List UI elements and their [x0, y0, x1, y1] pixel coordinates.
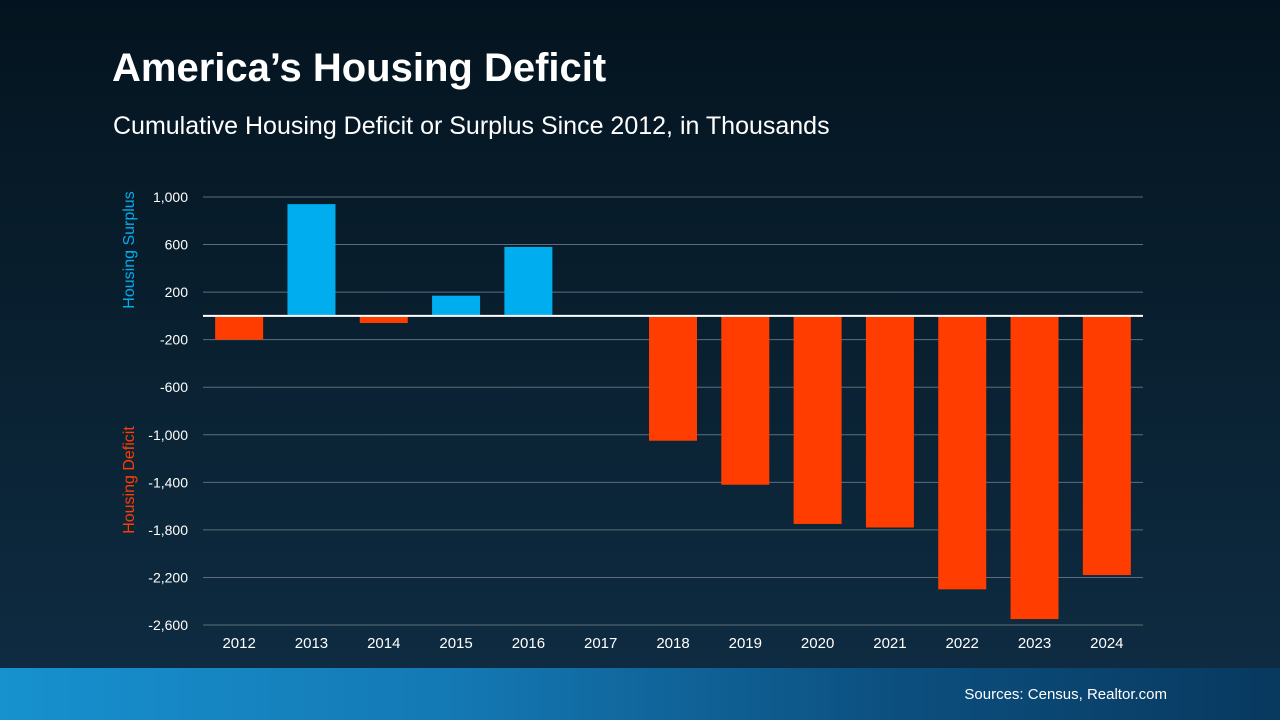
x-tick-label: 2019	[729, 635, 762, 652]
y-tick-label: -200	[160, 332, 188, 348]
x-tick-label: 2015	[439, 635, 472, 652]
bar-2016	[504, 246, 553, 316]
footer-band	[0, 668, 1280, 720]
source-note: Sources: Census, Realtor.com	[964, 686, 1167, 703]
y-axis-label-deficit: Housing Deficit	[121, 426, 138, 534]
bar-2015	[432, 295, 481, 316]
y-tick-label: -1,400	[148, 474, 188, 490]
x-tick-label: 2013	[295, 635, 328, 652]
y-tick-label: 600	[165, 237, 189, 253]
x-tick-label: 2023	[1018, 635, 1051, 652]
bar-2024	[1082, 315, 1131, 576]
y-tick-label: -2,200	[148, 569, 188, 585]
bar-2021	[865, 315, 914, 528]
y-tick-label: -1,800	[148, 522, 188, 538]
bar-chart: 1,000 600 200 -200 -600 -1,000 -1,400 -1,800 -2,…	[121, 189, 1143, 652]
x-tick-label: 2021	[873, 635, 906, 652]
y-tick-label: -600	[160, 379, 188, 395]
x-tick-label: 2022	[946, 635, 979, 652]
bar-2020	[793, 315, 842, 524]
chart-title: America’s Housing Deficit	[112, 46, 607, 90]
bar-2014	[359, 315, 408, 324]
bar-2013	[287, 204, 336, 316]
y-axis-label-surplus: Housing Surplus	[121, 191, 138, 308]
chart-subtitle: Cumulative Housing Deficit or Surplus Si…	[113, 112, 830, 140]
x-axis-tick-labels: 2012 2013 2014 2015 2016 2017 2018 2019 2020 2021…	[222, 635, 1123, 652]
bar-2019	[721, 315, 770, 485]
x-tick-label: 2020	[801, 635, 834, 652]
bar-2012	[215, 315, 264, 340]
x-tick-label: 2014	[367, 635, 400, 652]
x-tick-label: 2018	[656, 635, 689, 652]
y-tick-label: 1,000	[153, 189, 188, 205]
y-tick-label: 200	[165, 284, 189, 300]
y-axis-tick-labels: 1,000 600 200 -200 -600 -1,000 -1,400 -1,800 -2,…	[148, 189, 188, 633]
x-tick-label: 2024	[1090, 635, 1123, 652]
grid-lines	[203, 196, 1143, 626]
bars	[203, 204, 1143, 620]
x-tick-label: 2017	[584, 635, 617, 652]
x-tick-label: 2012	[222, 635, 255, 652]
bar-2018	[649, 315, 697, 441]
x-tick-label: 2016	[512, 635, 545, 652]
y-tick-label: -2,600	[148, 617, 188, 633]
y-tick-label: -1,000	[148, 427, 188, 443]
bar-2022	[938, 315, 987, 590]
bar-2023	[1010, 315, 1059, 620]
